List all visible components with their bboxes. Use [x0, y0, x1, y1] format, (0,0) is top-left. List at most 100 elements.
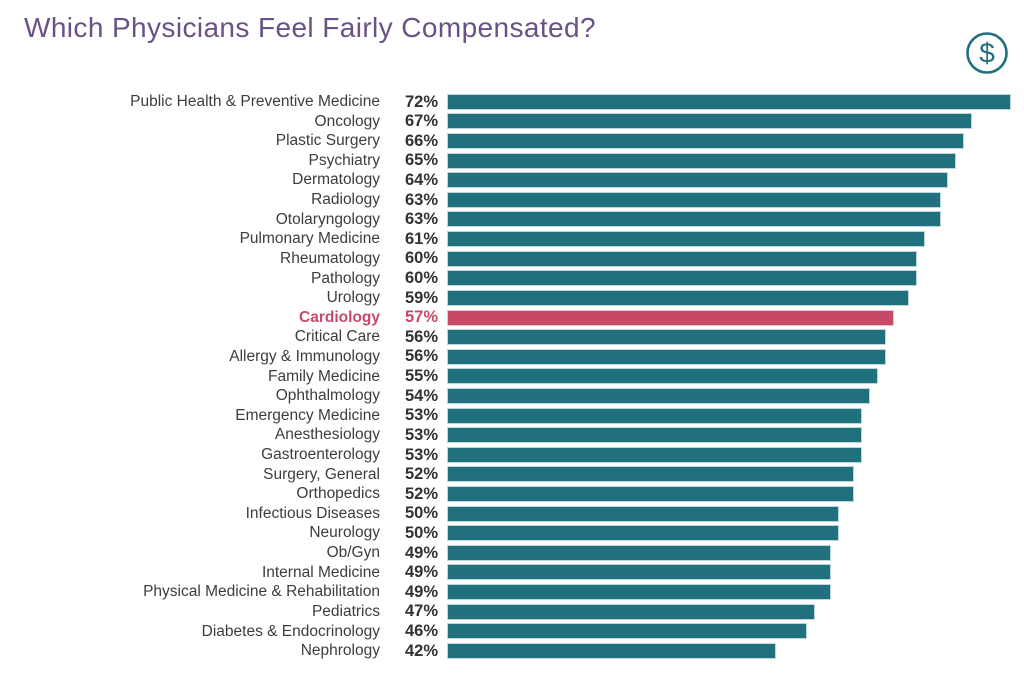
value-label: 61%	[404, 229, 438, 248]
bar-track	[447, 427, 1011, 444]
bar	[447, 191, 941, 208]
chart-row: Anesthesiology 53%	[0, 425, 1024, 445]
category-label: Orthopedics	[296, 485, 380, 503]
bar	[447, 211, 941, 228]
value-label: 66%	[404, 131, 438, 150]
bar	[447, 152, 957, 169]
bar-track	[447, 387, 1011, 404]
bar	[447, 544, 831, 561]
category-label: Neurology	[309, 524, 380, 542]
chart-row: Oncology 67%	[0, 112, 1024, 132]
category-label: Emergency Medicine	[235, 406, 380, 424]
category-label: Family Medicine	[268, 367, 380, 385]
value-label: 59%	[404, 288, 438, 307]
bar	[447, 368, 878, 385]
bar-track	[447, 642, 1011, 659]
chart-row: Radiology 63%	[0, 190, 1024, 210]
bar	[447, 289, 910, 306]
value-label: 47%	[404, 602, 438, 621]
bar-chart: Public Health & Preventive Medicine 72% …	[0, 92, 1024, 661]
chart-row: Plastic Surgery 66%	[0, 131, 1024, 151]
value-label: 50%	[404, 504, 438, 523]
category-label: Anesthesiology	[274, 426, 380, 444]
bar	[447, 505, 839, 522]
bar-track	[447, 309, 1011, 326]
value-label: 52%	[404, 465, 438, 484]
bar	[447, 387, 870, 404]
chart-row: Pediatrics 47%	[0, 602, 1024, 622]
value-label: 55%	[404, 367, 438, 386]
category-label: Critical Care	[294, 328, 380, 346]
category-label: Radiology	[311, 191, 380, 209]
bar	[447, 584, 831, 601]
value-label: 49%	[404, 543, 438, 562]
bar	[447, 329, 886, 346]
chart-row: Cardiology 57%	[0, 308, 1024, 328]
bar-track	[447, 466, 1011, 483]
category-label: Infectious Diseases	[245, 504, 380, 522]
chart-row: Urology 59%	[0, 288, 1024, 308]
value-label: 49%	[404, 563, 438, 582]
chart-row: Internal Medicine 49%	[0, 563, 1024, 583]
chart-row: Neurology 50%	[0, 523, 1024, 543]
category-label: Rheumatology	[280, 249, 380, 267]
bar-track	[447, 564, 1011, 581]
bar	[447, 113, 972, 130]
chart-row: Critical Care 56%	[0, 327, 1024, 347]
bar-track	[447, 525, 1011, 542]
chart-row: Rheumatology 60%	[0, 249, 1024, 269]
bar-track	[447, 623, 1011, 640]
bar	[447, 466, 855, 483]
dollar-circle-icon: $	[966, 32, 1008, 74]
bar	[447, 250, 917, 267]
bar	[447, 231, 925, 248]
value-label: 72%	[404, 92, 438, 111]
bar-track	[447, 348, 1011, 365]
category-label: Pediatrics	[311, 602, 380, 620]
bar-track	[447, 133, 1011, 150]
bar-track	[447, 270, 1011, 287]
bar-track	[447, 289, 1011, 306]
chart-row: Surgery, General 52%	[0, 465, 1024, 485]
bar-track	[447, 191, 1011, 208]
category-label: Pathology	[311, 269, 380, 287]
value-label: 65%	[404, 151, 438, 170]
bar	[447, 427, 863, 444]
chart-row: Nephrology 42%	[0, 641, 1024, 661]
bar	[447, 525, 839, 542]
value-label: 53%	[404, 425, 438, 444]
chart-row: Gastroenterology 53%	[0, 445, 1024, 465]
value-label: 64%	[404, 170, 438, 189]
page-title: Which Physicians Feel Fairly Compensated…	[24, 12, 596, 43]
chart-row: Family Medicine 55%	[0, 367, 1024, 387]
bar	[447, 642, 776, 659]
bar-track	[447, 250, 1011, 267]
bar	[447, 133, 964, 150]
category-label: Ob/Gyn	[326, 544, 380, 562]
chart-row: Psychiatry 65%	[0, 151, 1024, 171]
category-label: Plastic Surgery	[275, 132, 380, 150]
bar	[447, 485, 855, 502]
value-label: 53%	[404, 445, 438, 464]
bar	[447, 172, 949, 189]
value-label: 50%	[404, 523, 438, 542]
bar-track	[447, 407, 1011, 424]
bar-track	[447, 584, 1011, 601]
chart-row: Otolaryngology 63%	[0, 210, 1024, 230]
chart-row: Public Health & Preventive Medicine 72%	[0, 92, 1024, 112]
chart-row: Pathology 60%	[0, 268, 1024, 288]
chart-row: Physical Medicine & Rehabilitation 49%	[0, 582, 1024, 602]
category-label: Psychiatry	[308, 151, 381, 169]
bar-track	[447, 211, 1011, 228]
chart-row: Orthopedics 52%	[0, 484, 1024, 504]
value-label: 46%	[404, 622, 438, 640]
category-label: Pulmonary Medicine	[239, 230, 380, 248]
bar	[447, 348, 886, 365]
category-label: Surgery, General	[263, 465, 380, 483]
chart-row: Pulmonary Medicine 61%	[0, 229, 1024, 249]
category-label: Public Health & Preventive Medicine	[130, 93, 380, 111]
value-label: 56%	[404, 327, 438, 346]
bar-track	[447, 368, 1011, 385]
value-label: 60%	[404, 269, 438, 288]
value-label: 60%	[404, 249, 438, 268]
